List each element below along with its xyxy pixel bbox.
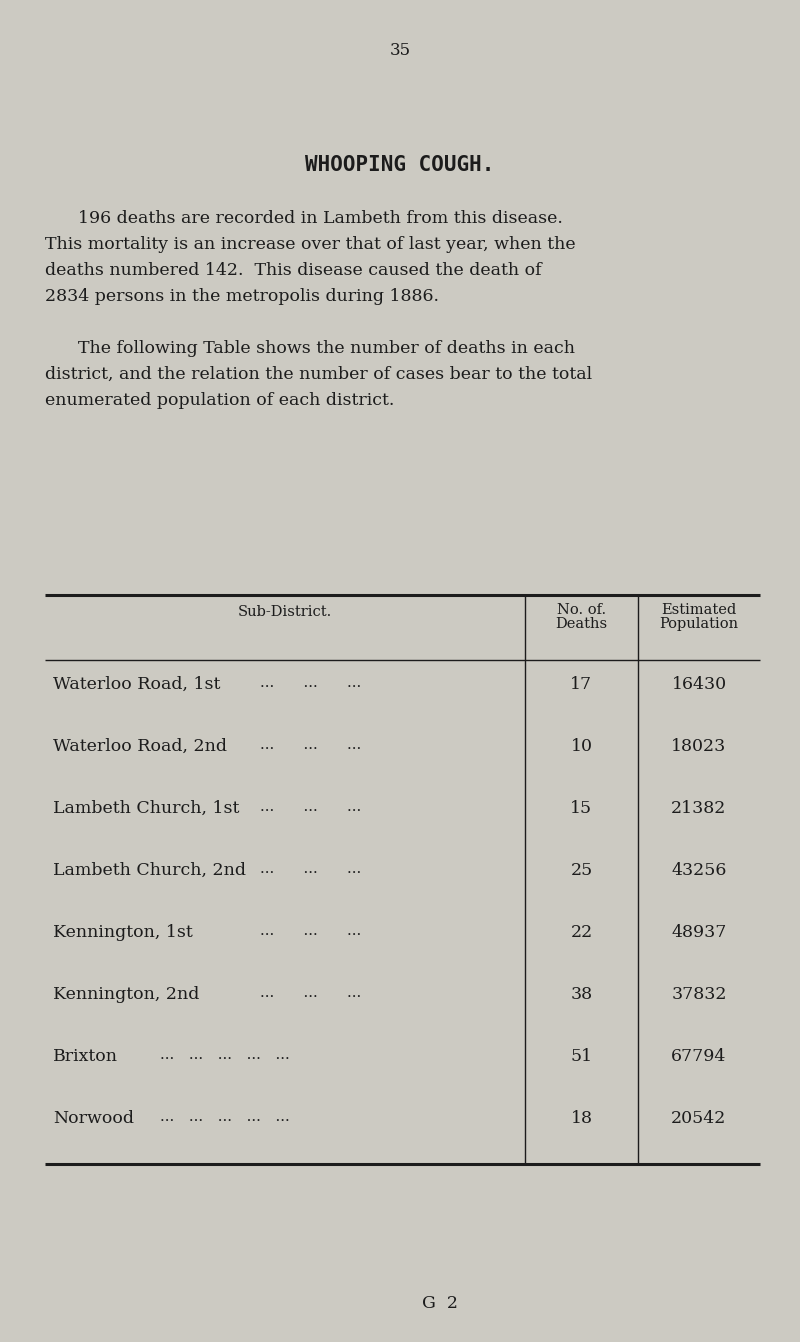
Text: Brixton: Brixton xyxy=(53,1048,118,1066)
Text: Lambeth Church, 2nd: Lambeth Church, 2nd xyxy=(53,862,246,879)
Text: 51: 51 xyxy=(570,1048,593,1066)
Text: 37832: 37832 xyxy=(671,986,726,1002)
Text: ...   ...   ...   ...   ...: ... ... ... ... ... xyxy=(160,1110,290,1125)
Text: Sub-District.: Sub-District. xyxy=(238,605,332,619)
Text: 15: 15 xyxy=(570,800,593,817)
Text: 10: 10 xyxy=(570,738,593,756)
Text: 20542: 20542 xyxy=(671,1110,726,1127)
Text: Waterloo Road, 2nd: Waterloo Road, 2nd xyxy=(53,738,227,756)
Text: 17: 17 xyxy=(570,676,593,692)
Text: Norwood: Norwood xyxy=(53,1110,134,1127)
Text: Population: Population xyxy=(659,617,738,631)
Text: 16430: 16430 xyxy=(671,676,726,692)
Text: 18023: 18023 xyxy=(671,738,726,756)
Text: 2834 persons in the metropolis during 1886.: 2834 persons in the metropolis during 18… xyxy=(45,289,439,305)
Text: ...      ...      ...: ... ... ... xyxy=(260,738,362,752)
Text: This mortality is an increase over that of last year, when the: This mortality is an increase over that … xyxy=(45,236,576,254)
Text: 35: 35 xyxy=(390,42,410,59)
Text: ...      ...      ...: ... ... ... xyxy=(260,676,362,690)
Text: Kennington, 1st: Kennington, 1st xyxy=(53,925,193,941)
Text: 22: 22 xyxy=(570,925,593,941)
Text: No. of.: No. of. xyxy=(557,603,606,617)
Text: The following Table shows the number of deaths in each: The following Table shows the number of … xyxy=(78,340,575,357)
Text: ...   ...   ...   ...   ...: ... ... ... ... ... xyxy=(160,1048,290,1062)
Text: 67794: 67794 xyxy=(671,1048,726,1066)
Text: ...      ...      ...: ... ... ... xyxy=(260,925,362,938)
Text: 21382: 21382 xyxy=(671,800,726,817)
Text: 43256: 43256 xyxy=(671,862,726,879)
Text: 48937: 48937 xyxy=(671,925,726,941)
Text: 38: 38 xyxy=(570,986,593,1002)
Text: WHOOPING COUGH.: WHOOPING COUGH. xyxy=(306,154,494,174)
Text: ...      ...      ...: ... ... ... xyxy=(260,800,362,815)
Text: Lambeth Church, 1st: Lambeth Church, 1st xyxy=(53,800,239,817)
Text: Kennington, 2nd: Kennington, 2nd xyxy=(53,986,199,1002)
Text: Deaths: Deaths xyxy=(555,617,607,631)
Text: ...      ...      ...: ... ... ... xyxy=(260,862,362,876)
Text: deaths numbered 142.  This disease caused the death of: deaths numbered 142. This disease caused… xyxy=(45,262,542,279)
Text: Waterloo Road, 1st: Waterloo Road, 1st xyxy=(53,676,220,692)
Text: G  2: G 2 xyxy=(422,1295,458,1312)
Text: 25: 25 xyxy=(570,862,593,879)
Text: district, and the relation the number of cases bear to the total: district, and the relation the number of… xyxy=(45,366,592,382)
Text: enumerated population of each district.: enumerated population of each district. xyxy=(45,392,394,409)
Text: Estimated: Estimated xyxy=(662,603,737,617)
Text: ...      ...      ...: ... ... ... xyxy=(260,986,362,1000)
Text: 196 deaths are recorded in Lambeth from this disease.: 196 deaths are recorded in Lambeth from … xyxy=(78,209,563,227)
Text: 18: 18 xyxy=(570,1110,593,1127)
